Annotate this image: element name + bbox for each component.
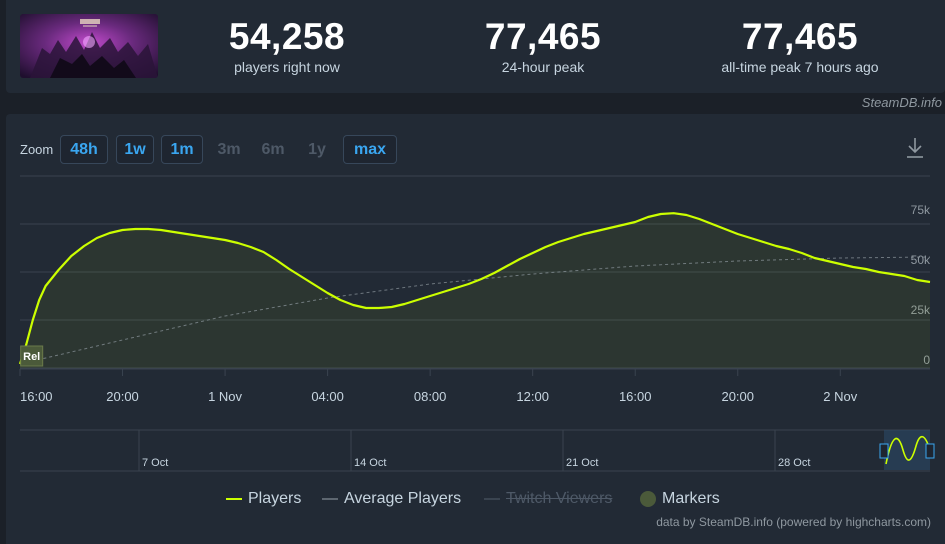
- y-tick-label: 0: [923, 353, 930, 367]
- legend-item-average-players[interactable]: Average Players: [322, 490, 461, 508]
- x-tick-label: 16:00: [619, 389, 652, 404]
- x-tick-label: 16:00: [20, 389, 53, 404]
- download-icon[interactable]: [905, 136, 925, 160]
- stat-players-now: 54,258 players right now: [202, 16, 372, 76]
- legend-label: Average Players: [344, 490, 462, 507]
- release-marker-label: Rel: [23, 351, 40, 363]
- legend-line-icon: [322, 498, 338, 500]
- navigator-selection[interactable]: [884, 430, 930, 470]
- stat-value: 77,465: [484, 16, 602, 57]
- legend-item-markers[interactable]: Markers: [640, 490, 720, 508]
- zoom-button-1y: 1y: [308, 141, 326, 158]
- x-tick-label: 1 Nov: [208, 389, 242, 404]
- chart-panel: Zoom 48h 1w 1m 3m 6m 1y max 0 25k 50k 75k Rel 16:00…: [6, 114, 945, 544]
- navigator-label: 7 Oct: [142, 457, 168, 469]
- navigator-label: 14 Oct: [354, 457, 386, 469]
- x-tick-label: 2 Nov: [823, 389, 857, 404]
- stat-label: players right now: [234, 59, 340, 75]
- steamdb-credit-link[interactable]: SteamDB.info: [861, 95, 942, 110]
- legend-line-icon: [226, 498, 242, 500]
- release-marker[interactable]: [20, 345, 44, 367]
- chart-legend: Players Average Players Twitch Viewers M…: [6, 490, 945, 510]
- zoom-button-max[interactable]: max: [343, 135, 397, 164]
- x-tick-label: 20:00: [721, 389, 754, 404]
- stats-panel: 54,258 players right now 77,465 24-hour …: [6, 0, 945, 93]
- navigator-right-handle[interactable]: [925, 443, 935, 459]
- x-tick-label: 12:00: [516, 389, 549, 404]
- zoom-label: Zoom: [20, 142, 54, 157]
- y-tick-label: 25k: [911, 303, 931, 317]
- x-tick-label: 04:00: [311, 389, 344, 404]
- x-tick-label: 08:00: [414, 389, 447, 404]
- players-area: [20, 213, 930, 368]
- zoom-button-3m: 3m: [217, 141, 241, 158]
- navigator-sparkline: [885, 435, 931, 465]
- x-tick-label: 20:00: [106, 389, 139, 404]
- legend-item-twitch-viewers[interactable]: Twitch Viewers: [484, 490, 612, 508]
- legend-label: Markers: [662, 490, 720, 507]
- zoom-button-48h[interactable]: 48h: [60, 135, 108, 164]
- legend-label: Players: [248, 490, 302, 507]
- legend-line-icon: [484, 498, 500, 500]
- navigator-left-handle[interactable]: [879, 443, 889, 459]
- highcharts-credit-link[interactable]: data by SteamDB.info (powered by highcha…: [656, 515, 931, 529]
- player-count-chart[interactable]: 0 25k 50k 75k Rel 16:00 20:00 1 Nov 04:00 08:00 12…: [6, 114, 945, 484]
- stat-label: 24-hour peak: [501, 59, 585, 75]
- stat-24h-peak: 77,465 24-hour peak: [453, 16, 633, 76]
- stat-label: all-time peak 7 hours ago: [721, 59, 879, 75]
- legend-dot-icon: [640, 491, 656, 507]
- zoom-button-6m: 6m: [261, 141, 285, 158]
- game-thumbnail[interactable]: [20, 14, 158, 78]
- legend-label: Twitch Viewers: [506, 490, 613, 507]
- legend-item-players[interactable]: Players: [226, 490, 301, 508]
- zoom-button-1w[interactable]: 1w: [116, 135, 154, 164]
- stat-alltime-peak: 77,465 all-time peak 7 hours ago: [695, 16, 905, 76]
- stat-value: 77,465: [741, 16, 859, 57]
- players-line[interactable]: [18, 212, 931, 365]
- y-tick-label: 75k: [911, 203, 931, 217]
- y-tick-label: 50k: [911, 253, 931, 267]
- zoom-button-1m[interactable]: 1m: [161, 135, 203, 164]
- navigator-label: 21 Oct: [566, 457, 598, 469]
- navigator-label: 28 Oct: [778, 457, 810, 469]
- stat-value: 54,258: [228, 16, 346, 57]
- game-art-image: [20, 14, 158, 78]
